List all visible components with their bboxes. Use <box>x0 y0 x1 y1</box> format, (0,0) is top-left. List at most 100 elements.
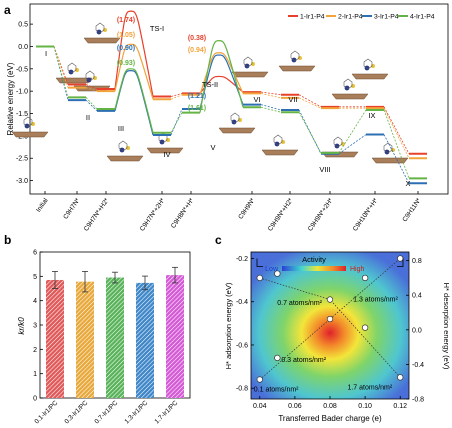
bar-hatch <box>106 277 124 398</box>
state-label: IX <box>368 111 375 120</box>
ytick-label: 4 <box>33 298 37 305</box>
state-label: VI <box>253 95 260 104</box>
xtick-label: 0.7-Ir1/PC <box>94 399 120 425</box>
point-label: 0.1 atoms/nm² <box>254 387 299 394</box>
state-label: I <box>45 49 47 58</box>
connector <box>53 46 69 88</box>
catalyst-structure-icon <box>231 56 269 78</box>
state-label: V <box>210 143 215 152</box>
legend-label: 2-Ir1-P4 <box>338 14 363 21</box>
barrier-ts2: (1.21) <box>188 93 206 100</box>
connector <box>53 46 69 98</box>
corner-arrow-icon <box>256 258 263 267</box>
barrier-ts2: (1.61) <box>188 105 206 112</box>
catalyst-structure-icon <box>55 62 93 84</box>
panel-c-label: c <box>215 233 222 247</box>
catalyst-structure-icon <box>261 134 299 156</box>
bar-hatch <box>46 279 64 398</box>
data-point <box>397 255 404 262</box>
barrier-ts1: (1.05) <box>117 32 135 39</box>
xtick-label: C9H9N*+H2* <box>267 197 295 233</box>
ts-curve <box>114 10 154 97</box>
connector <box>170 93 183 97</box>
ts-curve <box>114 68 154 133</box>
connector <box>260 104 282 111</box>
y2tick-label: 0.0 <box>412 327 422 334</box>
state-label: TS-I <box>150 24 164 33</box>
connector <box>85 97 98 110</box>
panel-c-ylabel: H* adsorption energy (eV) <box>224 282 233 369</box>
legend-label: 3-Ir1-P4 <box>374 14 399 21</box>
barrier-ts2: (0.38) <box>188 35 206 42</box>
colorbar-high: High <box>350 266 365 273</box>
panel-a-frame <box>29 3 449 195</box>
xtick-label: C9H11N* <box>401 197 422 223</box>
barrier-ts1: (0.93) <box>117 60 135 67</box>
y2tick-label: -0.4 <box>412 362 424 369</box>
data-point <box>274 354 281 362</box>
bar-hatch <box>76 281 94 398</box>
xtick-label: Initial <box>35 197 50 214</box>
panel-b-bars <box>46 266 184 398</box>
xtick-label: C9H8N*+H* <box>170 197 196 230</box>
bar-hatch <box>166 275 184 398</box>
ytick-label: -3.0 <box>16 178 28 185</box>
ts-curve <box>199 75 244 94</box>
connector <box>260 91 282 96</box>
connector <box>170 112 183 133</box>
xtick-label: 1.7-Ir1/PC <box>154 399 180 425</box>
series-2-Ir1-P4 <box>36 43 427 160</box>
data-point <box>256 376 263 383</box>
ytick-label: 0.0 <box>18 44 28 51</box>
panel-c-xlabel: Transferred Bader charge (e) <box>278 414 382 423</box>
xtick-label: 0.1-Ir1/PC <box>34 399 60 425</box>
connector <box>260 106 282 113</box>
data-point <box>361 274 369 282</box>
panel-b-xticks: 0.1-Ir1/PC 0.3-Ir1/PC 0.7-Ir1/PC 1.3-Ir1/PC… <box>34 399 180 425</box>
panel-a-xticks: Initial C9H7N* C9H7N*+H2* C9H7N*+2H* C9H8N*+… <box>35 191 423 233</box>
data-point <box>361 324 369 331</box>
data-point <box>326 296 334 303</box>
ytick-label: 1 <box>33 371 37 378</box>
xtick-label: C9H10N*+H* <box>352 197 380 233</box>
ytick-label: -0.5 <box>16 66 28 73</box>
ytick-label: -0.4 <box>236 299 248 306</box>
connector <box>383 106 410 154</box>
colorbar-low: Low <box>265 266 279 273</box>
ts-curve <box>199 54 244 110</box>
data-point <box>256 274 263 282</box>
point-label: 0.3 atoms/nm² <box>281 357 326 364</box>
xtick-label: 0.3-Ir1/PC <box>64 399 90 425</box>
panel-b-label: b <box>4 233 11 247</box>
ytick-label: 0 <box>33 396 37 403</box>
ytick-label: -1.0 <box>16 89 28 96</box>
xtick-label: 0.04 <box>253 403 267 410</box>
energy-profiles <box>36 10 427 185</box>
catalyst-structure-icon <box>146 132 184 154</box>
data-point <box>326 315 334 323</box>
catalyst-structure-icon <box>351 58 389 80</box>
ytick-label: 5 <box>33 274 37 281</box>
ytick-label: 6 <box>33 250 37 257</box>
xtick-label: 0.08 <box>323 403 337 410</box>
xtick-label: 1.3-Ir1/PC <box>124 399 150 425</box>
panel-b-ylabel: kr/k0 <box>17 317 26 335</box>
state-label: VII <box>288 95 297 104</box>
y2tick-label: -0.8 <box>412 397 424 404</box>
xtick-label: C9H9N* <box>237 197 257 221</box>
activity-colorbar <box>282 266 346 271</box>
ytick-label: -0.6 <box>236 342 248 349</box>
ytick-label: -2.5 <box>16 156 28 163</box>
connector <box>85 87 98 92</box>
barrier-ts1: (0.90) <box>117 45 135 52</box>
catalyst-structure-icon <box>83 22 121 44</box>
connector <box>383 134 410 184</box>
catalyst-structure-icon <box>11 116 49 138</box>
panel-b-yaxis: 0 1 2 3 4 5 6 <box>33 250 43 403</box>
state-label: X <box>405 179 410 188</box>
connector <box>85 84 98 90</box>
ts-curve <box>114 43 154 100</box>
catalyst-structure-icon <box>218 112 256 134</box>
ytick-label: 2 <box>33 347 37 354</box>
